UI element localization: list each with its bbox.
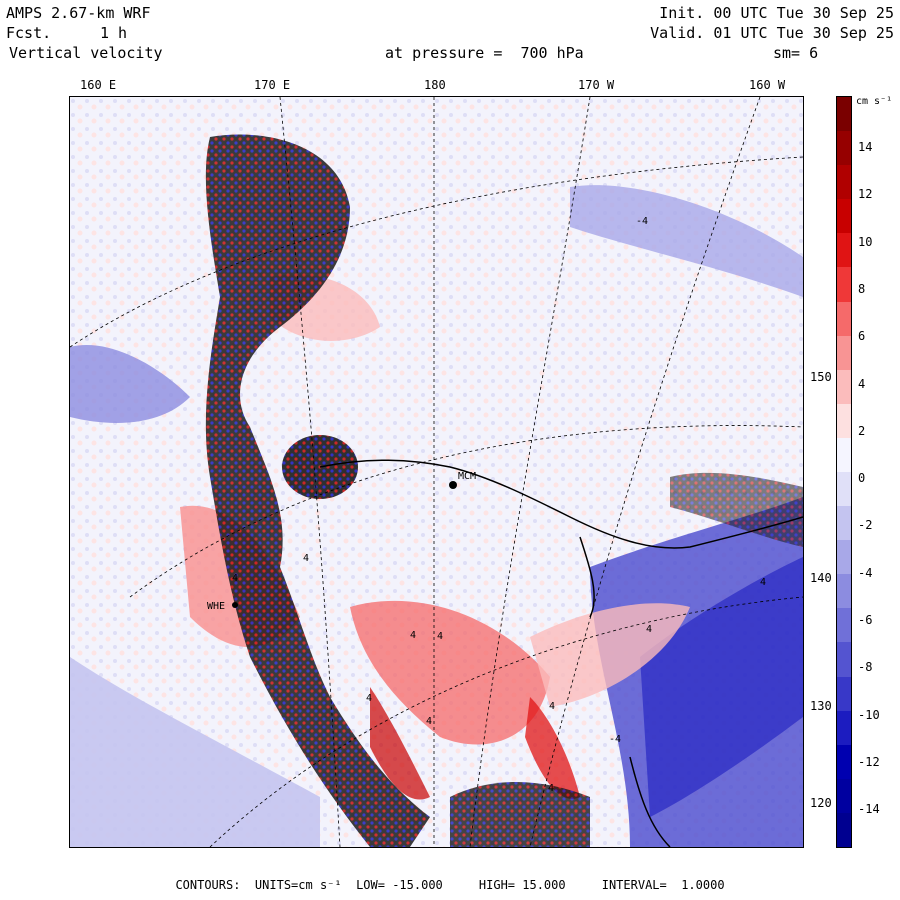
colorbar-tick-label: 2 — [858, 423, 866, 438]
contour-info: CONTOURS: UNITS=cm s⁻¹ LOW= -15.000 HIGH… — [0, 878, 900, 892]
colorbar-segment — [837, 97, 851, 132]
colorbar-tick-label: -8 — [858, 660, 873, 675]
colorbar-tick-label: -6 — [858, 613, 873, 627]
contour-label: -4 — [609, 734, 621, 745]
colorbar-tick-label: -12 — [858, 754, 880, 769]
pressure-level: at pressure = 700 hPa — [385, 44, 584, 62]
colorbar-segment — [837, 608, 851, 643]
contour-label: 4 — [548, 783, 554, 794]
smoothing-value: sm= 6 — [773, 44, 819, 62]
colorbar — [836, 96, 852, 848]
terrain-turbulence-east — [670, 472, 803, 547]
contour-labels: 4 -4 4 4 4 4 4 4 -4 4 4 4 — [232, 216, 766, 794]
colorbar-segment — [837, 642, 851, 678]
contour-label: 4 — [760, 577, 766, 588]
lon-label-180: 180 — [424, 78, 446, 92]
colorbar-segment — [837, 778, 851, 814]
colorbar-segment — [837, 506, 851, 541]
colorbar-segment — [837, 676, 851, 712]
contour-label: 4 — [366, 693, 372, 704]
valid-time: Valid. 01 UTC Tue 30 Sep 25 — [650, 24, 894, 42]
colorbar-segment — [837, 437, 851, 473]
whe-station-label: WHE — [207, 601, 225, 612]
positive-region-central — [350, 600, 550, 745]
colorbar-tick-label: 10 — [858, 234, 873, 249]
contour-label: 4 — [410, 630, 416, 641]
contour-label: 4 — [303, 553, 309, 564]
whe-station-marker — [232, 602, 238, 608]
contours-label: CONTOURS: — [175, 878, 241, 892]
colorbar-segment — [837, 403, 851, 439]
colorbar-tick-label: 14 — [858, 140, 873, 154]
positive-region-east — [530, 603, 690, 707]
colorbar-tick-label: -10 — [858, 707, 880, 722]
colorbar-tick-label: 8 — [858, 281, 866, 296]
negative-region-southwest — [70, 657, 320, 847]
low-value: LOW= -15.000 — [356, 878, 443, 892]
mcmurdo-station-marker — [449, 481, 457, 489]
colorbar-tick-label: 4 — [858, 376, 866, 391]
colorbar-tick-label: 12 — [858, 187, 873, 202]
colorbar-segment — [837, 301, 851, 337]
model-title: AMPS 2.67-km WRF — [6, 4, 151, 22]
contour-label: -4 — [636, 216, 648, 227]
colorbar-segment — [837, 131, 851, 166]
forecast-label: Fcst. — [6, 24, 52, 42]
colorbar-segment — [837, 710, 851, 746]
contour-label: 4 — [549, 701, 555, 712]
colorbar-segment — [837, 165, 851, 200]
interval-value: INTERVAL= 1.0000 — [601, 878, 725, 892]
colorbar-segment — [837, 540, 851, 575]
lon-label-160e: 160 E — [80, 78, 117, 92]
variable-name: Vertical velocity — [9, 44, 163, 62]
strong-positive-band-east — [525, 697, 580, 799]
colorbar-tick-label: -14 — [858, 802, 880, 817]
vertical-velocity-map: MCM WHE 4 -4 4 4 4 4 4 4 -4 4 4 4 — [69, 96, 804, 848]
colorbar-segment — [837, 472, 851, 507]
coastline — [319, 459, 803, 847]
lon-label-160w: 160 W — [749, 78, 786, 92]
contour-label: 4 — [232, 573, 238, 584]
forecast-hour: 1 h — [100, 24, 128, 42]
colorbar-segment — [837, 369, 851, 405]
colorbar-tick-label: -4 — [858, 565, 873, 580]
colorbar-tick-label: -2 — [858, 518, 873, 533]
strong-positive-band — [370, 687, 430, 800]
contour-label: 4 — [437, 631, 443, 642]
terrain-turbulence-belt — [205, 134, 430, 847]
colorbar-segment — [837, 574, 851, 609]
colorbar-segment — [837, 267, 851, 303]
graticule — [70, 97, 803, 847]
lon-label-170w: 170 W — [578, 78, 615, 92]
contour-label: 4 — [426, 716, 432, 727]
terrain-turbulence-south — [450, 782, 590, 847]
mcmurdo-station-label: MCM — [458, 471, 476, 482]
init-time: Init. 00 UTC Tue 30 Sep 25 — [659, 4, 894, 22]
strong-negative-region — [640, 557, 803, 817]
colorbar-tick-label: 6 — [858, 329, 866, 344]
colorbar-unit: cm s⁻¹ — [856, 96, 893, 107]
colorbar-segment — [837, 199, 851, 234]
high-value: HIGH= 15.000 — [478, 878, 566, 892]
map-field: MCM WHE 4 -4 4 4 4 4 4 4 -4 4 4 4 — [70, 97, 803, 847]
colorbar-segment — [837, 744, 851, 780]
colorbar-segment — [837, 335, 851, 371]
colorbar-segment — [837, 233, 851, 268]
units-text: UNITS=cm s⁻¹ — [254, 878, 342, 892]
colorbar-segment — [837, 812, 851, 848]
colorbar-tick-label: 0 — [858, 471, 866, 486]
lon-label-170e: 170 E — [254, 78, 291, 92]
negative-region-west — [70, 345, 190, 423]
negative-region-northeast — [570, 185, 803, 297]
contour-label: 4 — [646, 624, 652, 635]
